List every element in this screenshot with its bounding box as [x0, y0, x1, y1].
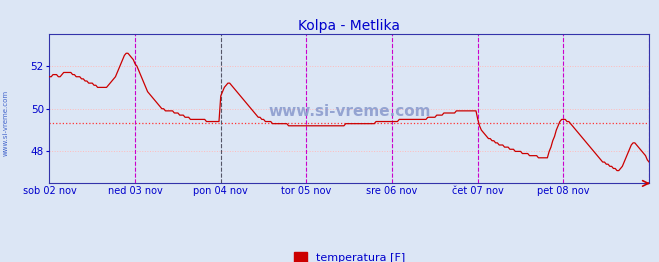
Title: Kolpa - Metlika: Kolpa - Metlika — [299, 19, 400, 33]
Legend: temperatura [F]: temperatura [F] — [289, 248, 409, 262]
Text: www.si-vreme.com: www.si-vreme.com — [2, 90, 9, 156]
Text: www.si-vreme.com: www.si-vreme.com — [268, 104, 430, 119]
